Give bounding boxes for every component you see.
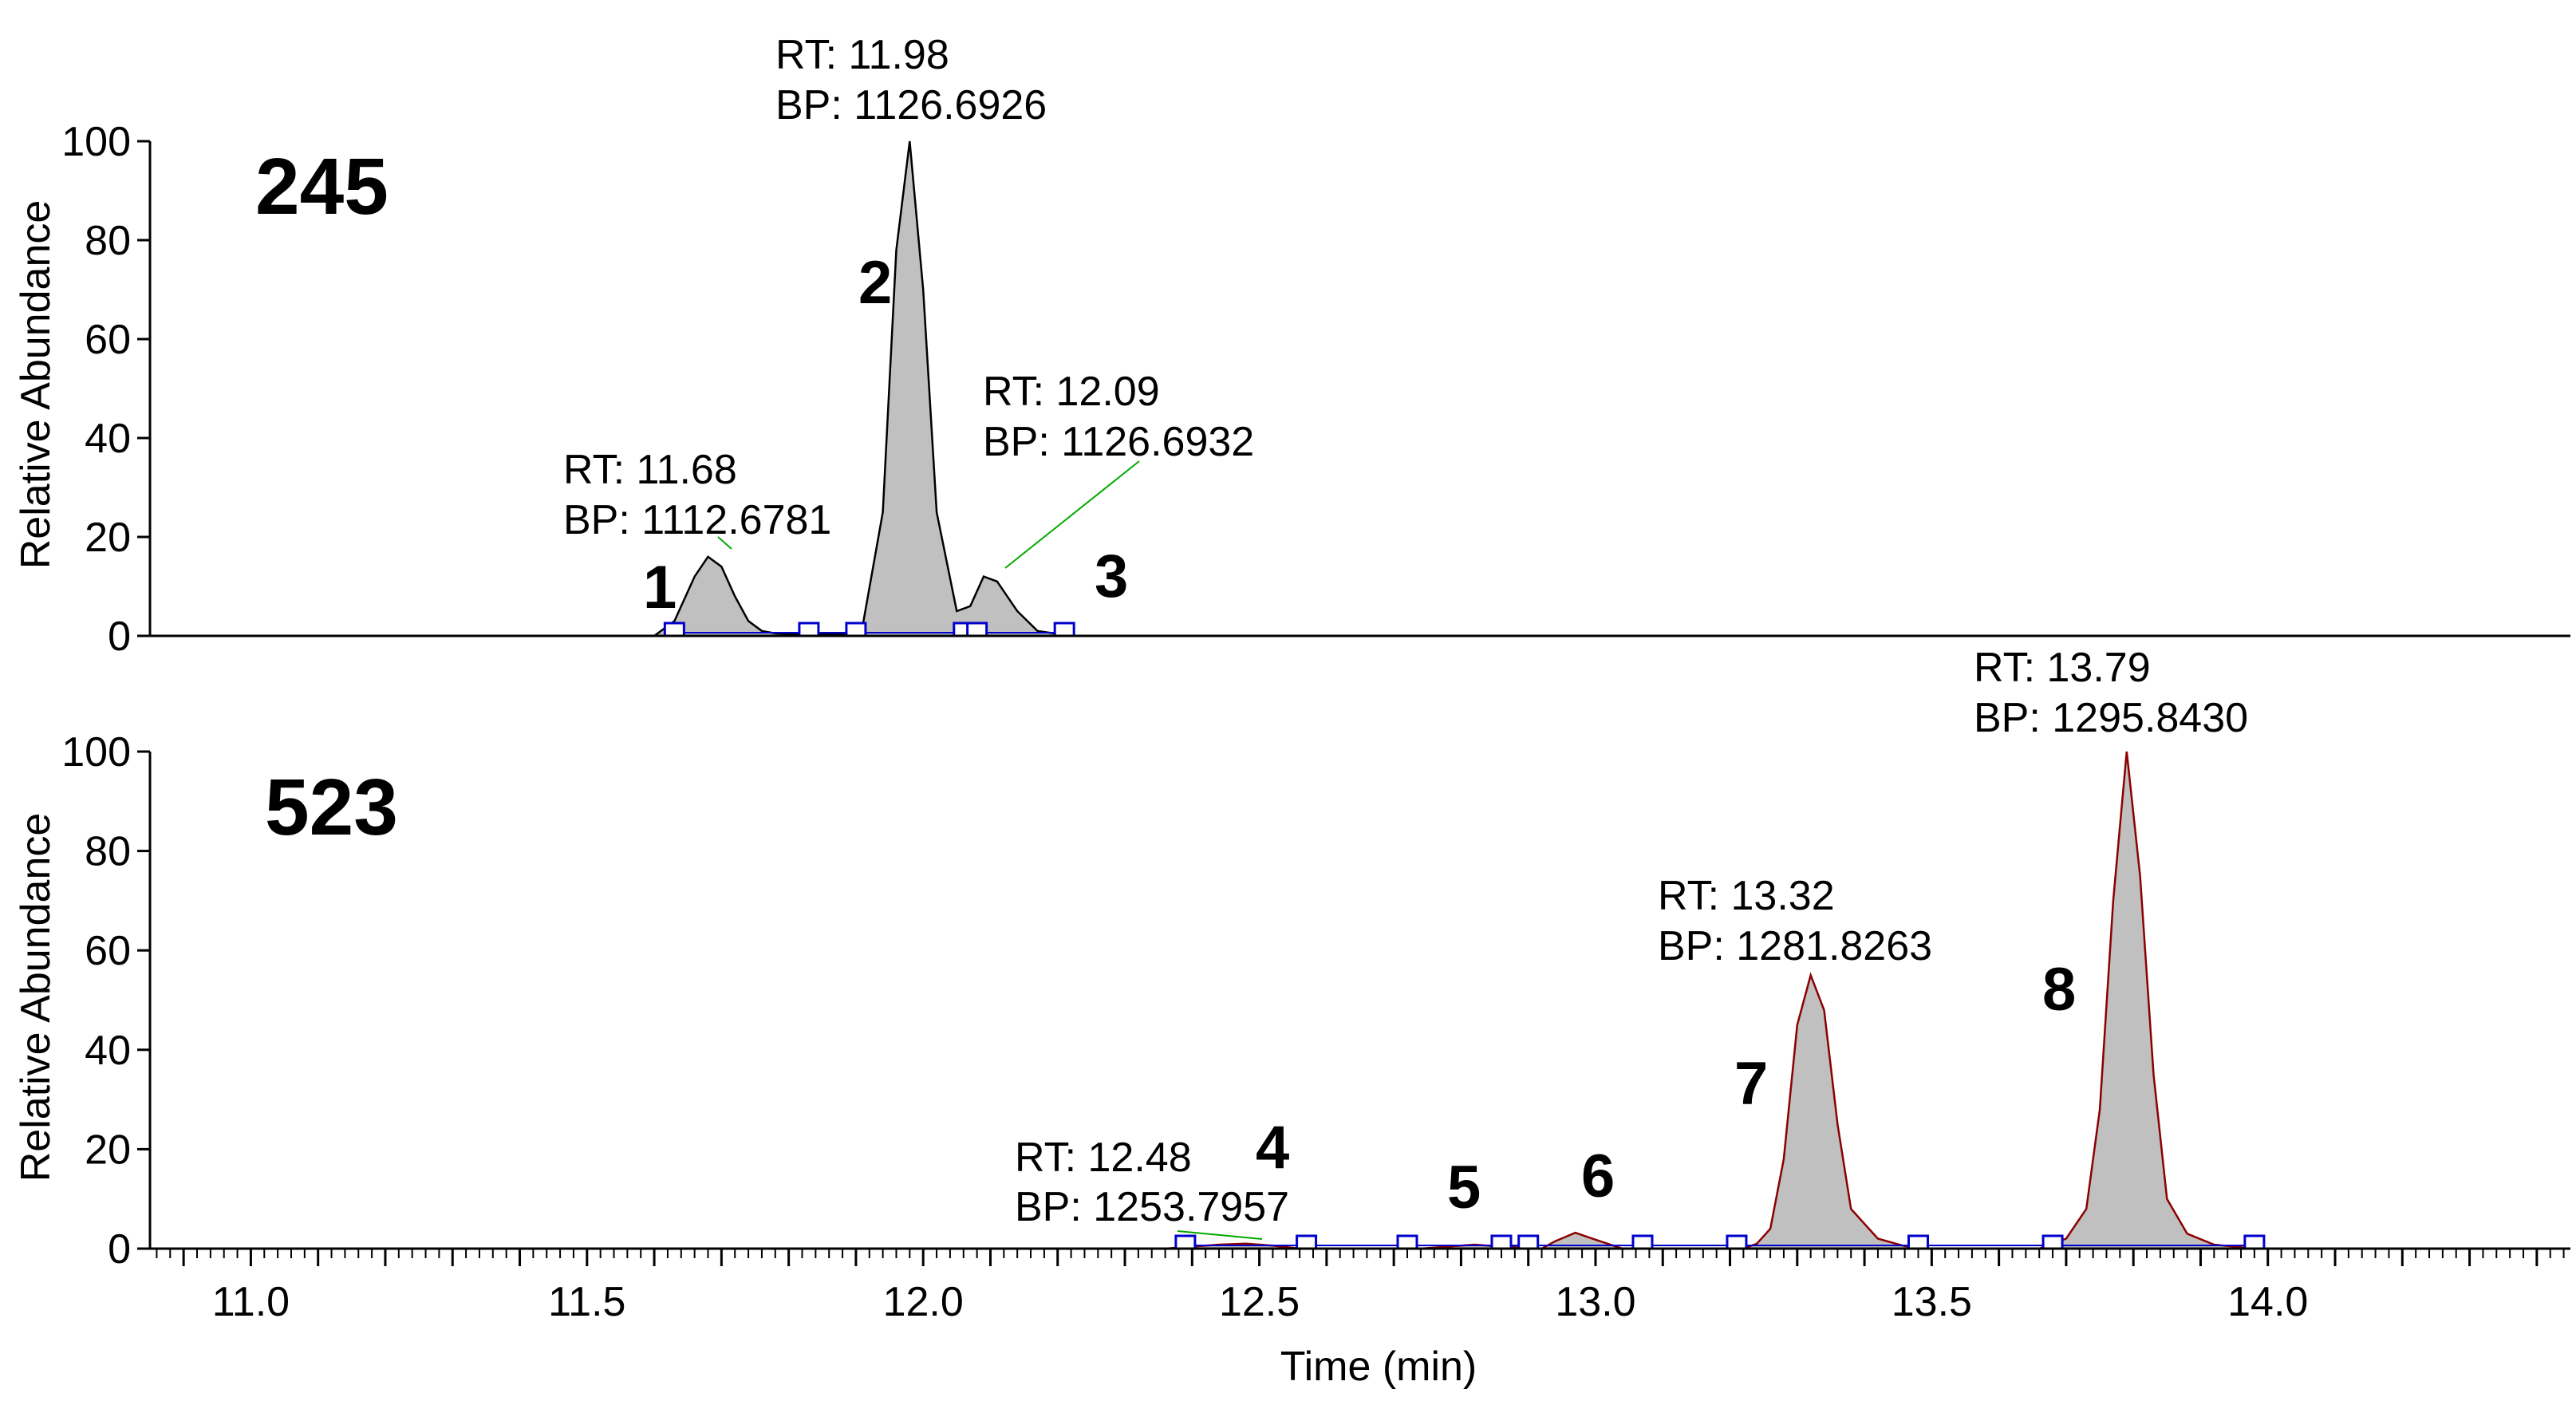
- peak-number-6: 6: [1581, 1143, 1615, 1210]
- x-axis-label: Time (min): [1280, 1344, 1477, 1390]
- y-tick-label: 80: [85, 829, 131, 875]
- peak-1-bp: BP: 1112.6781: [563, 497, 831, 543]
- trace-fill: [150, 752, 2570, 1249]
- trace-line: [653, 140, 1071, 637]
- y-ticks-bottom: 0 20 40 60 80 100: [61, 729, 150, 1273]
- boundary-marker: [798, 622, 820, 637]
- x-tick-label: 11.5: [548, 1279, 625, 1325]
- trace-bottom: [150, 751, 2570, 1250]
- x-ticks: [156, 1249, 2565, 1266]
- peak-1-rt: RT: 11.68: [563, 447, 737, 493]
- leader-line-peak-4: [1177, 1230, 1263, 1240]
- x-tick-label: 12.5: [1219, 1279, 1300, 1325]
- peak-3-bp: BP: 1126.6932: [983, 419, 1254, 465]
- boundary-marker: [1296, 1234, 1318, 1250]
- peak-number-3: 3: [1095, 543, 1128, 610]
- x-tick-label: 13.5: [1892, 1279, 1972, 1325]
- peak-4-bp: BP: 1253.7957: [1015, 1184, 1289, 1230]
- boundary-marker: [1396, 1234, 1418, 1250]
- y-tick-label: 100: [61, 729, 131, 776]
- peak-number-2: 2: [858, 249, 892, 317]
- peak-number-1: 1: [643, 554, 677, 622]
- y-axis-label-bottom: Relative Abundance: [13, 813, 59, 1182]
- peak-3-rt: RT: 12.09: [983, 369, 1160, 415]
- peak-2-rt: RT: 11.98: [775, 32, 949, 78]
- boundary-marker: [663, 622, 685, 637]
- peak-8-rt: RT: 13.79: [1974, 645, 2151, 691]
- peak-number-4: 4: [1256, 1114, 1289, 1182]
- x-tick-labels: 11.0 11.5 12.0 12.5 13.0 13.5 14.0: [212, 1279, 2309, 1325]
- peak-number-7: 7: [1734, 1050, 1768, 1118]
- y-tick-label: 80: [85, 218, 131, 264]
- y-tick-label: 20: [85, 515, 131, 561]
- peak-7-rt: RT: 13.32: [1658, 873, 1835, 919]
- boundary-marker: [1907, 1234, 1930, 1250]
- panel-label-523: 523: [265, 763, 398, 852]
- y-tick-label: 0: [108, 1226, 131, 1273]
- y-tick-label: 40: [85, 416, 131, 462]
- y-ticks-top: 0 20 40 60 80 100: [61, 119, 150, 660]
- boundary-markers-bottom: [1174, 1234, 2266, 1250]
- boundary-marker: [845, 622, 867, 637]
- x-tick-label: 12.0: [883, 1279, 964, 1325]
- peak-number-8: 8: [2042, 956, 2076, 1024]
- peak-number-5: 5: [1447, 1154, 1481, 1221]
- x-tick-label: 11.0: [212, 1279, 290, 1325]
- y-tick-label: 40: [85, 1028, 131, 1074]
- panel-523: 523 Relative Abundance 0 20 40 60 80 100 RT: …: [13, 645, 2570, 1273]
- boundary-marker: [2243, 1234, 2266, 1250]
- boundary-marker: [1631, 1234, 1654, 1250]
- y-axis-label-top: Relative Abundance: [13, 200, 59, 570]
- peak-4-rt: RT: 12.48: [1015, 1135, 1192, 1181]
- peak-2-bp: BP: 1126.6926: [775, 82, 1047, 128]
- boundary-marker: [966, 622, 988, 637]
- leader-line-peak-1: [717, 536, 732, 550]
- trace-fill: [654, 141, 1071, 636]
- y-tick-label: 100: [61, 119, 131, 165]
- boundary-marker: [1174, 1234, 1197, 1250]
- boundary-marker: [1053, 622, 1075, 637]
- boundary-marker: [2041, 1234, 2064, 1250]
- y-tick-label: 0: [108, 614, 131, 660]
- trace-top: [653, 140, 1071, 637]
- boundary-marker: [1726, 1234, 1748, 1250]
- boundary-marker: [1490, 1234, 1513, 1250]
- leader-line-peak-3: [1004, 460, 1140, 569]
- y-tick-label: 60: [85, 928, 131, 974]
- x-tick-label: 13.0: [1555, 1279, 1635, 1325]
- y-tick-label: 60: [85, 317, 131, 363]
- panel-245: 245 Relative Abundance 0 20 40 60 80 100 RT: …: [13, 32, 2570, 660]
- y-tick-label: 20: [85, 1127, 131, 1173]
- peak-7-bp: BP: 1281.8263: [1658, 923, 1932, 969]
- x-tick-label: 14.0: [2227, 1279, 2308, 1325]
- peak-8-bp: BP: 1295.8430: [1974, 695, 2248, 741]
- boundary-marker: [1517, 1234, 1540, 1250]
- trace-line: [150, 751, 2570, 1250]
- panel-label-245: 245: [255, 142, 389, 231]
